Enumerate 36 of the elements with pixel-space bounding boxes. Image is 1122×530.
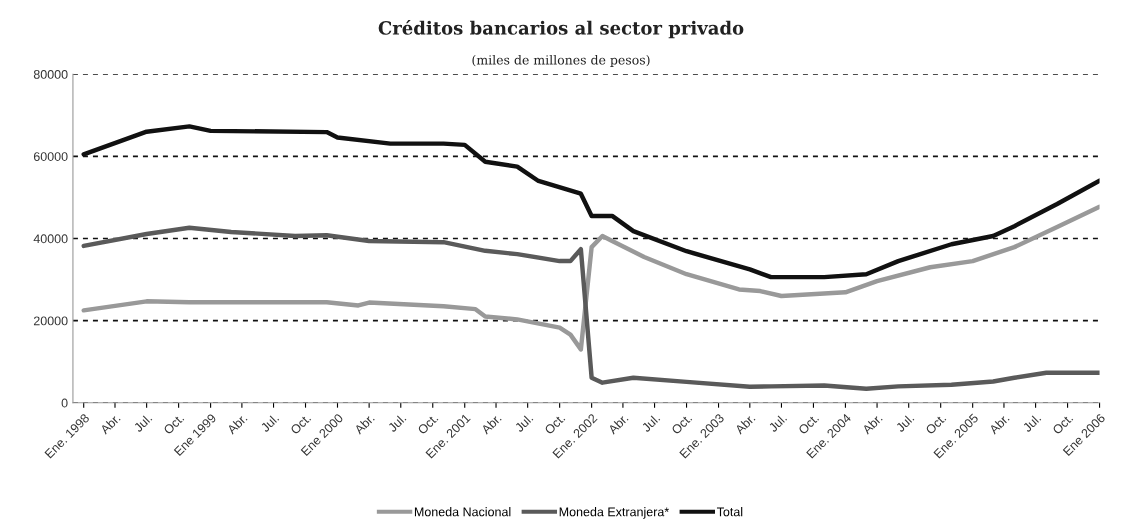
x-tick-label: Jul. bbox=[387, 413, 407, 433]
x-tick-label: Oct. bbox=[670, 413, 693, 435]
x-tick-label: Jul. bbox=[895, 413, 915, 433]
legend-label: Moneda Extranjera* bbox=[559, 507, 669, 519]
y-tick-label: 40000 bbox=[33, 234, 68, 244]
legend-label: Total bbox=[716, 507, 743, 517]
x-tick-label: Oct. bbox=[925, 413, 947, 435]
chart-subtitle: (miles de millones de pesos) bbox=[472, 54, 650, 67]
x-tick-label: Oct. bbox=[1052, 413, 1074, 435]
x-tick-label: Oct. bbox=[797, 413, 820, 435]
x-tick-label: Oct. bbox=[417, 413, 439, 435]
x-tick-label: Jul. bbox=[259, 413, 280, 433]
y-tick-label: 60000 bbox=[33, 152, 68, 161]
x-tick-label: Abr. bbox=[607, 413, 629, 435]
x-tick-label: Abr. bbox=[988, 413, 1010, 435]
chart-title: Créditos bancarios al sector privado bbox=[378, 20, 744, 39]
x-tick-label: Abr. bbox=[861, 413, 883, 435]
x-tick-label: Jul. bbox=[640, 413, 661, 433]
y-tick-label: 80000 bbox=[33, 70, 68, 79]
x-tick-label: Oct. bbox=[289, 413, 312, 435]
x-tick-label: Abr. bbox=[734, 413, 756, 435]
x-tick-label: Abr. bbox=[99, 413, 121, 435]
x-tick-label: Jul. bbox=[767, 413, 788, 433]
x-tick-label: Abr. bbox=[353, 413, 375, 435]
x-tick-label: Jul. bbox=[133, 413, 153, 433]
x-tick-label: Abr. bbox=[480, 413, 502, 435]
x-tick-label: Oct. bbox=[544, 413, 566, 435]
x-tick-label: Oct. bbox=[163, 413, 185, 435]
y-tick-label: 0 bbox=[61, 398, 68, 408]
legend-label: Moneda Nacional bbox=[414, 507, 511, 517]
y-tick-label: 20000 bbox=[33, 316, 68, 326]
x-tick-label: Jul. bbox=[514, 413, 534, 433]
x-tick-label: Jul. bbox=[1021, 413, 1042, 433]
line-series bbox=[81, 204, 1100, 352]
line-series bbox=[81, 225, 1100, 392]
x-tick-label: Abr. bbox=[226, 413, 248, 435]
